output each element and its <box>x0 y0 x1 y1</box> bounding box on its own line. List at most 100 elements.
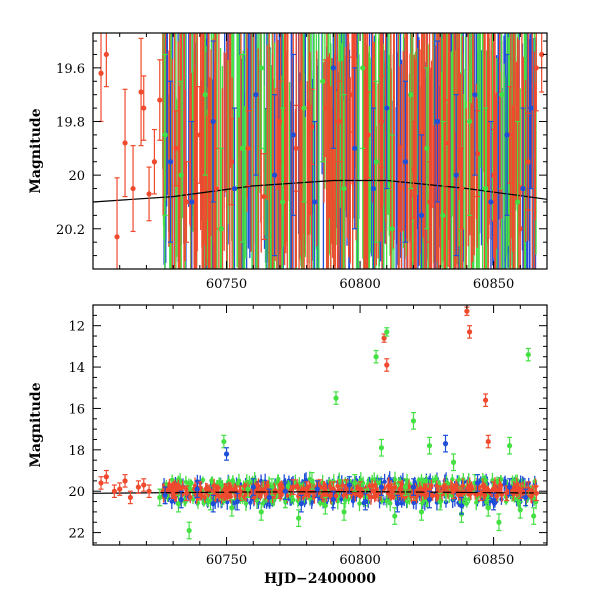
top-green-point <box>280 199 286 205</box>
top-green-point <box>239 145 246 151</box>
bottom-dense-blue-point <box>303 477 309 483</box>
top-y-tick-label: 19.8 <box>56 116 85 131</box>
bottom-red-point <box>533 490 539 496</box>
top-red-point <box>183 199 190 205</box>
bottom-dense-red-point <box>470 486 475 492</box>
bottom-dense-green-point <box>286 483 291 488</box>
bottom-red-point <box>397 486 403 492</box>
top-red-point <box>410 167 417 173</box>
bottom-dense-red-point <box>180 485 185 490</box>
top-red-point <box>157 97 163 103</box>
bottom-green-point <box>384 329 390 335</box>
bottom-green-point <box>229 505 235 511</box>
bottom-blue-point <box>362 498 368 505</box>
bottom-green-point <box>450 459 457 465</box>
top-red-point <box>397 185 403 192</box>
top-red-point <box>103 51 109 58</box>
bottom-dense-blue-point <box>309 499 314 505</box>
bottom-green-point <box>402 484 409 490</box>
top-red-point <box>261 193 267 200</box>
top-green-point <box>373 159 379 165</box>
bottom-dense-red-point <box>441 486 447 492</box>
bottom-blue-point <box>394 501 401 507</box>
top-blue-point <box>453 172 459 178</box>
bottom-dense-red-point <box>392 485 398 490</box>
bottom-dense-blue-point <box>399 501 404 506</box>
bottom-blue-point <box>178 496 184 503</box>
bottom-dense-green-point <box>357 501 362 506</box>
bottom-red-point <box>263 486 270 492</box>
top-blue-point <box>472 92 478 98</box>
bottom-dense-green-point <box>510 477 515 482</box>
top-red-point <box>151 159 158 165</box>
top-red-point <box>458 185 465 192</box>
top-red-point <box>138 89 144 95</box>
top-green-point <box>320 78 326 84</box>
top-blue-point <box>528 105 534 111</box>
top-green-point <box>389 226 395 232</box>
bottom-dense-red-point <box>434 493 439 498</box>
bottom-green-point <box>352 480 358 486</box>
top-red-point <box>365 132 371 138</box>
top-blue-point <box>272 172 278 178</box>
bottom-dense-green-point <box>230 480 236 485</box>
bottom-green-point <box>258 509 264 515</box>
bottom-dense-green-point <box>474 500 479 505</box>
bottom-blue-point <box>223 451 230 457</box>
bottom-green-point <box>418 509 425 515</box>
top-y-axis-label: Magnitude <box>28 108 44 193</box>
top-panel: 60750 60800 60850 19.6 19.8 20 20.2 Magnitude <box>28 32 548 292</box>
bottom-dense-red-point <box>211 483 217 488</box>
bottom-green-point <box>186 527 192 534</box>
bottom-blue-point <box>442 441 449 447</box>
bottom-dense-green-point <box>384 498 389 504</box>
top-blue-point <box>418 212 425 218</box>
top-red-point <box>229 159 235 165</box>
bottom-y-tick-label: 14 <box>68 361 85 376</box>
top-blue-point <box>312 199 318 205</box>
bottom-dense-green-point <box>482 478 487 483</box>
top-blue-point <box>330 65 336 71</box>
bottom-y-tick-label: 18 <box>68 444 85 459</box>
bottom-red-point <box>466 329 473 335</box>
bottom-red-point <box>389 488 395 494</box>
bottom-blue-point <box>194 486 200 492</box>
top-green-point <box>202 92 208 98</box>
bottom-red-point <box>170 488 176 494</box>
top-red-point <box>141 105 147 111</box>
top-red-point <box>525 159 531 165</box>
bottom-red-point <box>304 486 310 492</box>
bottom-dense-green-point <box>169 477 175 482</box>
top-red-point <box>442 140 449 146</box>
bottom-dense-red-point <box>467 483 472 488</box>
top-green-point <box>162 132 168 138</box>
bottom-red-point <box>490 486 497 492</box>
bottom-y-axis-label: Magnitude <box>28 382 44 467</box>
top-red-point <box>322 105 328 111</box>
bottom-dense-green-point <box>419 477 424 482</box>
top-red-point <box>173 145 179 151</box>
bottom-red-point <box>485 438 491 445</box>
bottom-dense-red-point <box>340 483 345 488</box>
bottom-dense-green-point <box>369 477 375 482</box>
bottom-green-point <box>507 443 513 449</box>
top-green-point <box>408 92 414 98</box>
top-green-point <box>341 185 347 192</box>
top-green-point <box>515 199 521 205</box>
bottom-blue-point <box>490 498 497 505</box>
bottom-dense-red-point <box>434 483 440 489</box>
top-red-point <box>213 185 219 192</box>
bottom-blue-point <box>298 501 304 507</box>
top-red-point <box>533 65 539 71</box>
bottom-blue-point <box>162 492 168 498</box>
bottom-red-point <box>127 494 133 501</box>
bottom-blue-point <box>507 484 513 490</box>
bottom-green-point <box>269 484 275 490</box>
bottom-red-point <box>370 488 377 494</box>
bottom-dense-red-point <box>460 483 465 488</box>
bottom-dense-red-point <box>497 486 503 491</box>
bottom-dense-green-point <box>200 477 206 483</box>
bottom-dense-red-point <box>295 485 301 491</box>
bottom-blue-point <box>523 494 529 501</box>
bottom-dense-green-point <box>183 479 189 485</box>
